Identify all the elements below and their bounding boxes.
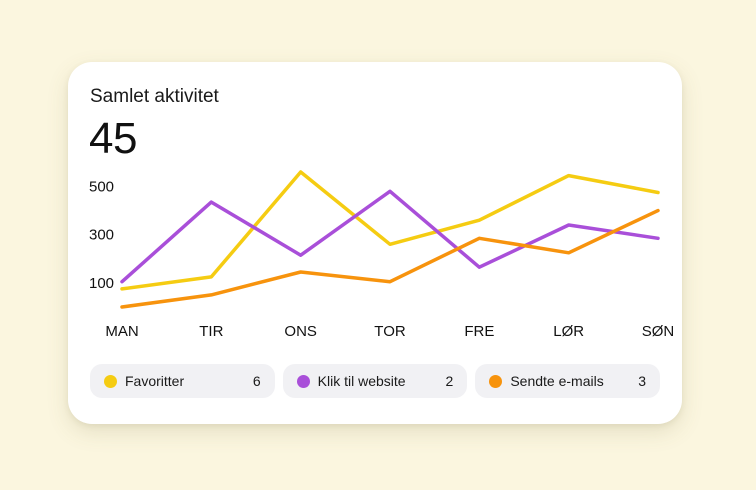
legend-dot-icon (489, 374, 503, 388)
series-line-3 (120, 208, 660, 309)
legend-item[interactable]: Klik til website 2 (282, 364, 468, 398)
legend-dot-icon (104, 374, 117, 388)
x-tick-label: SØN (642, 323, 675, 340)
x-tick-label: MAN (105, 323, 138, 340)
legend-dot-icon (296, 374, 310, 388)
x-tick-label: FRE (464, 323, 494, 340)
y-tick-label: 300 (89, 227, 114, 244)
x-axis-ticks: MAN TIR ONS TOR FRE LØR SØN (105, 323, 674, 340)
series-line-2 (120, 189, 660, 284)
x-tick-label: ONS (284, 323, 317, 340)
x-tick-label: TOR (374, 323, 406, 340)
series-lines (120, 170, 660, 309)
y-tick-label: 100 (89, 275, 114, 292)
legend: Favoritter 6 Klik til website 2 Sendte e-mai… (90, 364, 661, 398)
legend-item[interactable]: Favoritter 6 (90, 364, 275, 398)
legend-count: 2 (445, 373, 454, 389)
legend-item[interactable]: Sendte e-mails 3 (475, 364, 661, 398)
series-line-1 (120, 170, 660, 291)
total-count: 45 (89, 114, 137, 163)
legend-count: 6 (252, 373, 261, 389)
y-axis-ticks: 100 300 500 (89, 178, 114, 291)
card-title: Samlet aktivitet (90, 86, 219, 107)
activity-card: Samlet aktivitet 45 100 300 500 MAN TIR ONS T… (68, 62, 682, 424)
x-tick-label: TIR (199, 323, 223, 340)
legend-count: 3 (638, 373, 647, 389)
x-tick-label: LØR (553, 323, 584, 340)
legend-label: Klik til website (317, 373, 406, 389)
y-tick-label: 500 (89, 178, 114, 195)
activity-line-chart: 100 300 500 MAN TIR ONS TOR FRE LØR SØN (89, 170, 674, 340)
legend-label: Favoritter (125, 373, 185, 389)
legend-label: Sendte e-mails (510, 373, 604, 389)
